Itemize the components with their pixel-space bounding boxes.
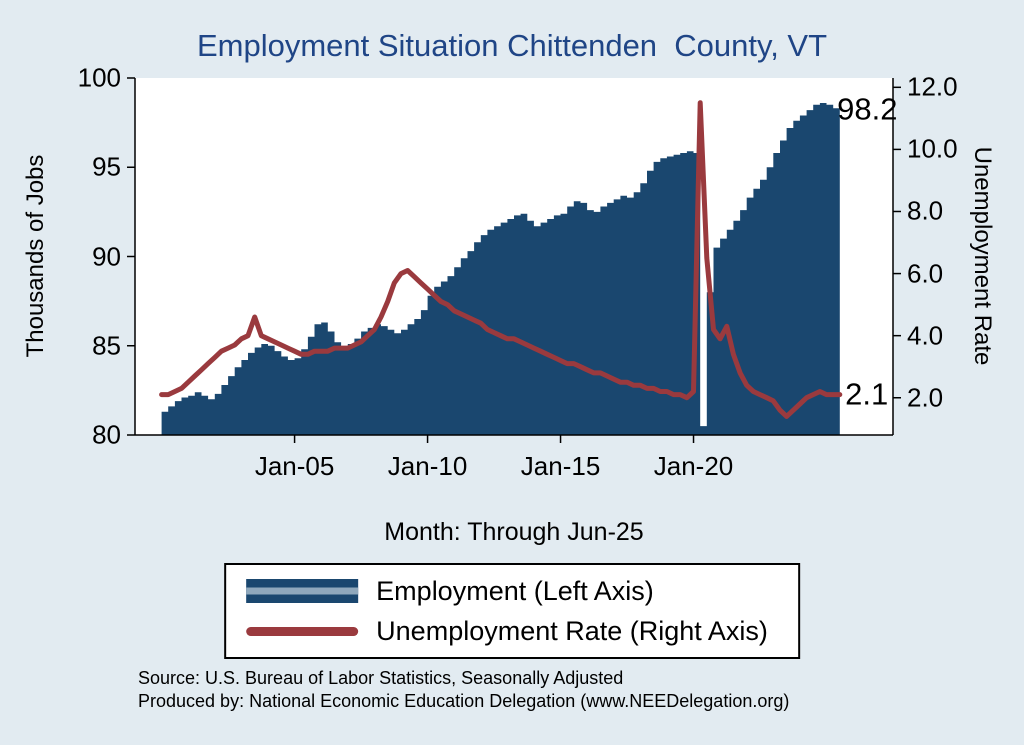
x-tick-label: Jan-10 — [387, 451, 468, 481]
annotation-unemployment-latest: 2.1 — [845, 375, 889, 411]
y-tick-label-left: 100 — [77, 62, 121, 93]
legend-item-label: Employment (Left Axis) — [376, 575, 654, 606]
y-tick-label-left: 80 — [92, 419, 121, 450]
unemployment-line-series — [159, 100, 843, 419]
left-axis-title: Thousands of Jobs — [22, 154, 49, 358]
x-tick-label: Jan-15 — [520, 451, 601, 481]
y-tick-label-right: 10.0 — [907, 133, 958, 164]
y-tick-label-left: 85 — [92, 330, 121, 361]
y-tick-label-left: 90 — [92, 241, 121, 271]
y-tick-label-right: 8.0 — [907, 195, 944, 226]
annotation-employment-latest: 98.2 — [837, 91, 898, 127]
right-axis-title: Unemployment Rate — [969, 146, 996, 366]
legend-item-employment: Employment (Left Axis) — [246, 574, 768, 608]
employment-area-series — [161, 103, 840, 435]
x-tick-label: Jan-05 — [254, 451, 335, 481]
x-axis-label: Month: Through Jun-25 — [384, 518, 644, 546]
x-tick-label: Jan-20 — [653, 451, 734, 481]
y-tick-label-right: 4.0 — [907, 320, 944, 351]
source-line-1: Source: U.S. Bureau of Labor Statistics,… — [138, 668, 624, 688]
y-tick-label-right: 2.0 — [907, 382, 944, 413]
legend-line-swatch — [246, 626, 359, 636]
chart-canvas — [127, 77, 901, 443]
legend-area-stripe — [246, 587, 359, 595]
legend: Employment (Left Axis) Unemployment Rate… — [224, 563, 800, 659]
y-tick-label-right: 6.0 — [907, 258, 944, 289]
legend-item-unemployment: Unemployment Rate (Right Axis) — [246, 614, 768, 648]
chart-title: Employment Situation Chittenden County, … — [196, 28, 828, 63]
legend-item-label: Unemployment Rate (Right Axis) — [376, 615, 768, 646]
y-tick-label-left: 95 — [92, 151, 121, 182]
y-tick-label-right: 12.0 — [907, 71, 958, 102]
plot-area — [127, 77, 901, 443]
legend-area-swatch — [246, 579, 359, 603]
source-line-2: Produced by: National Economic Education… — [138, 691, 790, 711]
